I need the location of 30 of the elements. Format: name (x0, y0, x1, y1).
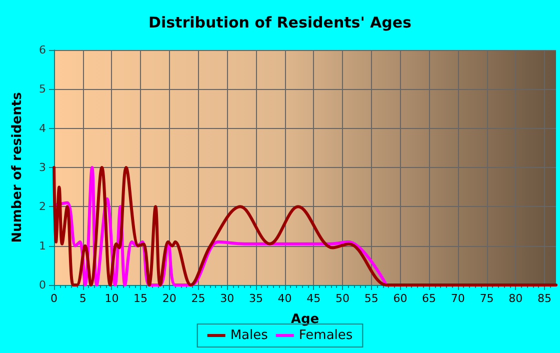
x-tick-label: 85 (537, 292, 552, 305)
legend-label: Males (230, 328, 268, 343)
x-tick-label: 40 (278, 292, 292, 305)
x-tick-label: 35 (248, 292, 263, 305)
x-tick-label: 50 (336, 292, 350, 305)
x-tick-label: 10 (104, 292, 119, 305)
y-tick-label: 4 (39, 122, 46, 135)
y-tick-label: 0 (39, 278, 46, 292)
x-axis-title: Age (290, 312, 320, 327)
x-tick-label: 25 (191, 292, 206, 305)
x-tick-label: 60 (393, 292, 408, 305)
x-tick-label: 75 (480, 292, 494, 305)
x-tick-label: 55 (364, 292, 378, 305)
x-tick-label: 5 (79, 292, 86, 305)
x-tick-label: 65 (422, 292, 436, 305)
y-tick-label: 2 (39, 200, 46, 214)
x-tick-label: 30 (220, 292, 234, 305)
x-tick-label: 45 (306, 292, 321, 305)
x-tick-label: 80 (508, 292, 523, 305)
y-tick-label: 6 (39, 44, 46, 56)
y-tick-label: 1 (39, 239, 46, 252)
y-tick-label: 3 (39, 161, 46, 174)
x-tick-label: 70 (450, 292, 465, 305)
x-tick-label: 20 (162, 292, 176, 305)
y-axis-title: Number of residents (10, 92, 25, 243)
x-tick-label: 0 (50, 292, 58, 305)
legend-label: Females (298, 328, 353, 343)
chart-title: Distribution of Residents' Ages (148, 14, 412, 32)
y-tick-label: 5 (39, 82, 46, 96)
x-tick-label: 15 (134, 292, 148, 305)
